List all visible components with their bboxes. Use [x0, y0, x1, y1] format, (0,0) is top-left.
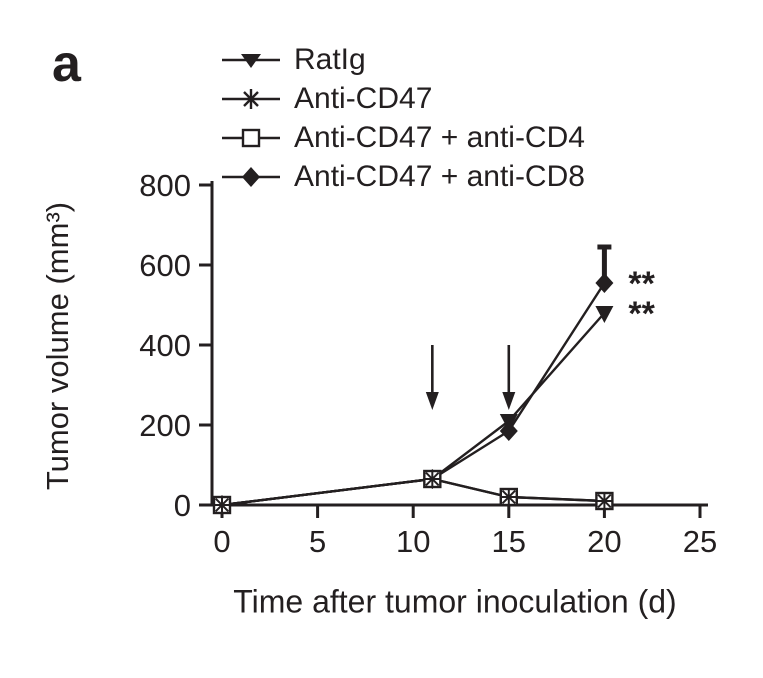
- legend-label: RatIg: [294, 42, 366, 76]
- legend-item-anti-cd47-anti-cd4: Anti-CD47 + anti-CD4: [220, 118, 585, 157]
- legend-item-ratig: RatIg: [220, 40, 585, 79]
- legend-label: Anti-CD47: [294, 81, 433, 115]
- y-axis-label: Tumor volume (mm³): [40, 201, 75, 491]
- svg-text:15: 15: [492, 524, 526, 559]
- panel-label: a: [52, 35, 81, 93]
- legend-item-anti-cd47: Anti-CD47: [220, 79, 585, 118]
- legend-marker-filled-diamond-icon: [222, 166, 280, 187]
- svg-text:**: **: [628, 265, 655, 303]
- svg-text:0: 0: [213, 524, 230, 559]
- svg-text:600: 600: [139, 248, 191, 283]
- svg-text:20: 20: [587, 524, 621, 559]
- svg-text:5: 5: [309, 524, 326, 559]
- legend-marker-open-square-icon: [222, 128, 280, 147]
- svg-text:25: 25: [683, 524, 717, 559]
- svg-text:200: 200: [139, 408, 191, 443]
- svg-text:10: 10: [396, 524, 430, 559]
- x-axis-label: Time after tumor inoculation (d): [233, 583, 677, 620]
- svg-text:0: 0: [174, 488, 191, 523]
- svg-text:**: **: [628, 295, 655, 333]
- legend-marker-triangle-down-icon: [222, 53, 280, 68]
- legend-label: Anti-CD47 + anti-CD4: [294, 120, 585, 154]
- legend-label: Anti-CD47 + anti-CD8: [294, 159, 585, 193]
- legend-marker-asterisk-icon: [222, 88, 280, 109]
- svg-text:800: 800: [139, 168, 191, 203]
- svg-text:400: 400: [139, 328, 191, 363]
- chart-legend: RatIg Anti-CD47 Anti-CD47 + anti-CD4 A: [220, 40, 585, 196]
- legend-item-anti-cd47-anti-cd8: Anti-CD47 + anti-CD8: [220, 157, 585, 196]
